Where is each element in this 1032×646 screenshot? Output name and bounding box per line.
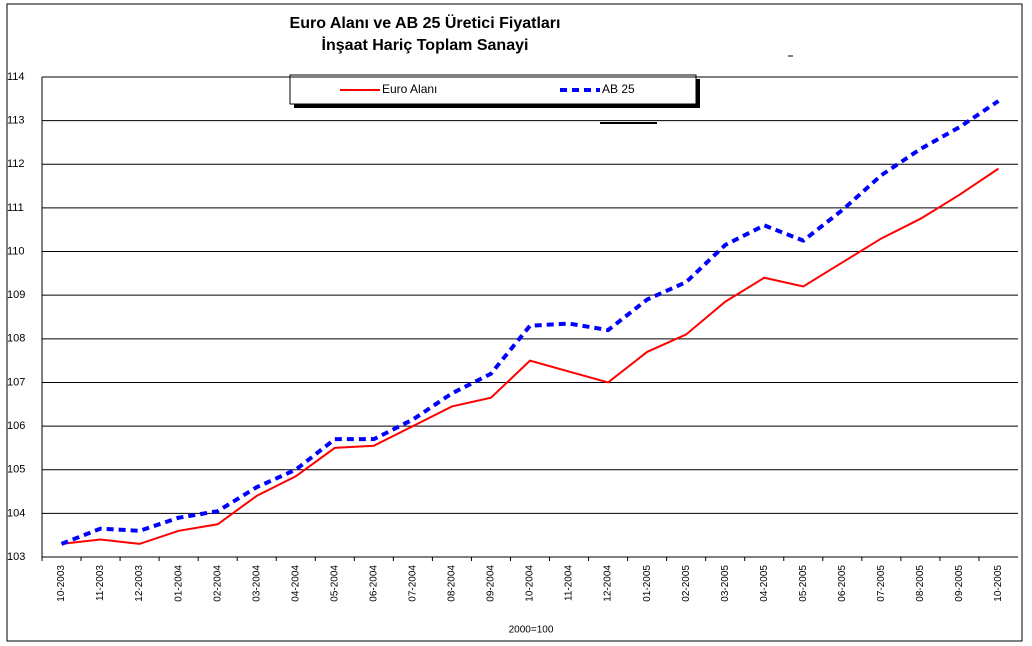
chart-title: Euro Alanı ve AB 25 Üretici Fiyatları (290, 13, 561, 32)
x-tick-label: 11-2003 (95, 565, 106, 601)
chart-border (6, 3, 1023, 642)
y-tick-label: 108 (7, 333, 25, 345)
x-axis-label: 2000=100 (509, 625, 554, 636)
y-tick-label: 105 (7, 464, 25, 476)
x-tick-label: 12-2004 (603, 565, 614, 602)
x-tick-label: 07-2004 (408, 565, 419, 602)
x-tick-label: 12-2003 (134, 565, 145, 602)
x-tick-label: 09-2004 (486, 565, 497, 602)
x-tick-label: 11-2004 (564, 565, 575, 601)
x-tick-label: 06-2004 (368, 565, 379, 602)
legend: Euro Alanı AB 25 (289, 74, 700, 108)
y-tick-label: 113 (7, 115, 25, 127)
x-tick-label: 01-2005 (642, 565, 653, 602)
x-tick-label: 04-2005 (759, 565, 770, 602)
x-tick-label: 05-2004 (329, 565, 340, 602)
y-tick-label: 110 (7, 245, 25, 257)
y-tick-label: 111 (7, 202, 24, 214)
x-tick-label: 05-2005 (798, 565, 809, 602)
series-line (61, 167, 1000, 545)
x-tick-label: 02-2005 (681, 565, 692, 602)
x-tick-label: 07-2005 (876, 565, 887, 602)
x-tick-label: 04-2004 (290, 565, 301, 602)
x-tick-label: 03-2004 (251, 565, 262, 602)
y-tick-label: 109 (7, 289, 25, 301)
y-tick-label: 107 (7, 376, 25, 388)
legend-label: Euro Alanı (382, 82, 437, 96)
y-tick-label: 114 (7, 71, 25, 83)
y-tick-label: 112 (7, 158, 25, 170)
x-tick-label: 10-2004 (525, 565, 536, 602)
y-tick-label: 106 (7, 420, 25, 432)
x-tick-label: 10-2003 (56, 565, 67, 602)
x-tick-label: 10-2005 (993, 565, 1004, 602)
y-tick-label: 103 (7, 551, 25, 563)
x-tick-label: 01-2004 (173, 565, 184, 602)
x-tick-label: 08-2004 (447, 565, 458, 602)
x-tick-label: 09-2005 (954, 565, 965, 602)
x-tick-label: 06-2005 (837, 565, 848, 602)
series-line (60, 99, 1000, 546)
y-tick-label: 104 (7, 507, 25, 519)
x-tick-label: 03-2005 (720, 565, 731, 602)
x-tick-label: 02-2004 (212, 565, 223, 602)
legend-label: AB 25 (602, 82, 635, 96)
chart-subtitle: İnşaat Hariç Toplam Sanayi (322, 36, 529, 54)
x-tick-label: 08-2005 (915, 565, 926, 602)
